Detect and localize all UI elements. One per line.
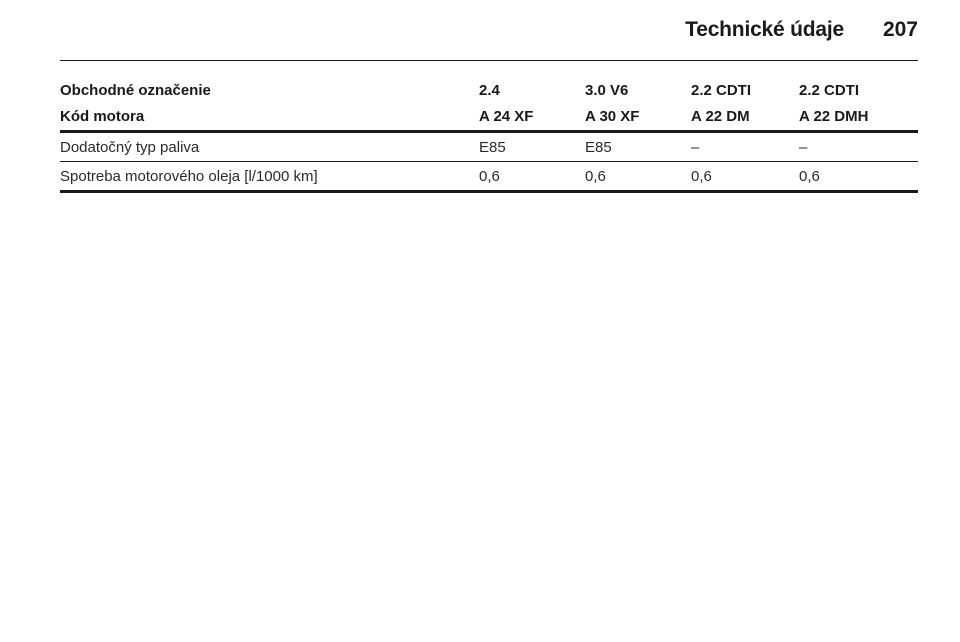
table-cell: E85: [585, 131, 691, 162]
table-row: Spotreba motorového oleja [l/1000 km] 0,…: [60, 161, 918, 193]
table-cell: E85: [479, 131, 585, 162]
row-label: Spotreba motorového oleja [l/1000 km]: [60, 161, 479, 193]
header-cell: A 22 DMH: [799, 103, 918, 133]
table-header-row-trade-name: Obchodné označenie 2.4 3.0 V6 2.2 CDTI 2…: [60, 78, 918, 103]
engine-spec-table: Obchodné označenie 2.4 3.0 V6 2.2 CDTI 2…: [60, 78, 918, 193]
header-cell: A 24 XF: [479, 103, 585, 133]
header-cell: A 30 XF: [585, 103, 691, 133]
header-label-trade-name: Obchodné označenie: [60, 82, 211, 99]
table-cell: –: [691, 131, 799, 162]
header-cell: 3.0 V6: [585, 82, 629, 99]
table-cell: –: [799, 131, 918, 162]
table-cell: 0,6: [585, 161, 691, 193]
header-divider: [60, 60, 918, 61]
section-title: Technické údaje: [685, 18, 844, 41]
table-cell: 0,6: [479, 161, 585, 193]
table-row: Dodatočný typ paliva E85 E85 – –: [60, 131, 918, 162]
table-cell: 0,6: [691, 161, 799, 193]
header-cell: 2.4: [479, 82, 500, 99]
row-label: Dodatočný typ paliva: [60, 131, 479, 162]
table-header-row-engine-code: Kód motora A 24 XF A 30 XF A 22 DM A 22 …: [60, 103, 918, 133]
page-header: Technické údaje 207: [60, 14, 918, 54]
header-label-engine-code: Kód motora: [60, 103, 479, 133]
table-cell: 0,6: [799, 161, 918, 193]
page-number: 207: [882, 18, 918, 41]
header-cell: A 22 DM: [691, 103, 799, 133]
header-cell: 2.2 CDTI: [799, 82, 860, 99]
header-cell: 2.2 CDTI: [691, 82, 752, 99]
